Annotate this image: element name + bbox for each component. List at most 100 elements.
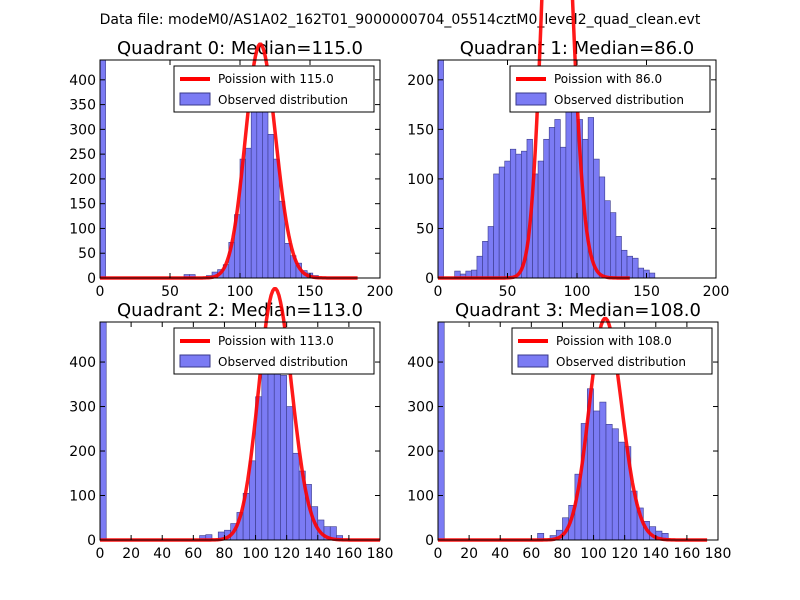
legend-observed-label: Observed distribution	[218, 93, 348, 107]
histogram-bar	[256, 84, 263, 279]
quadrant-2-poisson-curve	[99, 286, 381, 542]
histogram-bar	[571, 101, 578, 279]
histogram-bar	[565, 111, 572, 279]
legend-observed-label: Observed distribution	[218, 355, 348, 369]
y-tick-label: 300	[69, 122, 96, 138]
y-tick-label: 350	[69, 98, 96, 114]
histogram-bar	[626, 255, 633, 279]
histogram-bar	[560, 146, 567, 279]
quadrant-3-title: Quadrant 3: Median=108.0	[455, 300, 701, 321]
quadrant-1-title: Quadrant 1: Median=86.0	[460, 38, 695, 59]
quadrant-0-title: Quadrant 0: Median=115.0	[117, 38, 363, 59]
x-tick-label: 160	[674, 546, 701, 562]
histogram-bar	[273, 158, 280, 279]
x-tick-label: 100	[580, 546, 607, 562]
quadrant-0-ticks: 0 50 100 150 200 0 50 100 150 200 250 300 350 400	[69, 60, 393, 300]
y-tick-label: 150	[69, 197, 96, 213]
x-tick-label: 40	[153, 546, 171, 562]
histogram-bar	[487, 226, 494, 279]
x-tick-label: 0	[434, 284, 443, 300]
legend-observed-swatch	[179, 354, 211, 368]
y-tick-label: 200	[407, 444, 434, 460]
legend-observed-swatch	[515, 92, 547, 106]
y-tick-label: 400	[69, 73, 96, 89]
y-tick-label: 300	[69, 400, 96, 416]
quadrant-1-legend: Poission with 86.0 Observed distribution	[509, 65, 711, 113]
quadrant-2-legend: Poission with 113.0 Observed distributio…	[173, 327, 375, 375]
histogram-bar	[504, 160, 511, 279]
quadrant-3-legend: Poission with 108.0 Observed distributio…	[511, 327, 713, 375]
x-tick-label: 20	[460, 546, 478, 562]
histogram-bar	[99, 59, 106, 279]
y-tick-label: 0	[425, 533, 434, 549]
histogram-bar	[610, 212, 617, 279]
y-tick-label: 400	[407, 355, 434, 371]
histogram-bar	[245, 147, 252, 279]
x-tick-label: 100	[227, 284, 254, 300]
histogram-bar	[493, 173, 500, 279]
x-tick-label: 150	[297, 284, 324, 300]
y-tick-label: 150	[407, 122, 434, 138]
histogram-bar	[599, 401, 607, 541]
histogram-bar	[250, 99, 258, 279]
x-tick-label: 200	[367, 284, 394, 300]
histogram-bar	[515, 153, 522, 279]
y-tick-label: 100	[69, 221, 96, 237]
x-tick-label: 60	[184, 546, 202, 562]
histogram-bar	[537, 160, 544, 279]
x-tick-label: 0	[434, 546, 443, 562]
histogram-bar	[604, 200, 611, 279]
histogram-bar	[632, 257, 639, 279]
quadrant-0-panel: Quadrant 0: Median=115.0 0 50 100 150 200 0 50…	[69, 38, 393, 300]
histogram-bar	[261, 372, 269, 541]
figure-title: Data file: modeM0/AS1A02_162T01_90000007…	[100, 12, 701, 28]
histogram-bar	[262, 106, 269, 279]
x-tick-label: 140	[642, 546, 669, 562]
histogram-bar	[621, 249, 628, 279]
x-tick-label: 100	[564, 284, 591, 300]
legend-poisson-label: Poission with 115.0	[218, 72, 334, 86]
y-tick-label: 400	[69, 355, 96, 371]
x-tick-label: 80	[554, 546, 572, 562]
x-tick-label: 20	[122, 546, 140, 562]
x-tick-label: 120	[611, 546, 638, 562]
y-tick-label: 50	[78, 246, 96, 262]
quadrant-2-title: Quadrant 2: Median=113.0	[117, 300, 363, 321]
quadrant-2-frame	[99, 321, 381, 541]
histogram-bar	[286, 406, 294, 541]
x-tick-label: 150	[633, 284, 660, 300]
x-tick-label: 40	[491, 546, 509, 562]
histogram-bar	[548, 127, 556, 279]
histogram-bar	[99, 321, 107, 541]
y-tick-label: 100	[407, 172, 434, 188]
y-tick-label: 250	[69, 147, 96, 163]
histogram-bar	[598, 176, 606, 279]
quadrant-2-panel: Quadrant 2: Median=113.0 0 20 40 60 80 100 120…	[69, 286, 393, 562]
histogram-bar	[284, 243, 291, 279]
y-tick-label: 200	[69, 172, 96, 188]
histogram-bar	[615, 236, 622, 279]
histogram-bar	[605, 424, 613, 541]
histogram-bar	[267, 134, 274, 279]
poisson-curve-line	[99, 286, 381, 542]
quadrant-3-panel: Quadrant 3: Median=108.0 0 20 40 60 80 100 120…	[407, 300, 731, 562]
quadrant-3-frame	[437, 321, 719, 541]
quadrant-1-frame	[437, 59, 717, 279]
x-tick-label: 180	[705, 546, 732, 562]
histogram-bar	[437, 59, 444, 279]
legend-poisson-label: Poission with 86.0	[554, 72, 662, 86]
x-tick-label: 0	[96, 284, 105, 300]
legend-poisson-label: Poission with 108.0	[556, 334, 672, 348]
y-tick-label: 0	[87, 533, 96, 549]
legend-observed-swatch	[179, 92, 211, 106]
histogram-bar	[476, 255, 483, 279]
histogram-bar	[648, 272, 656, 279]
x-tick-label: 80	[216, 546, 234, 562]
histogram-bar	[498, 166, 506, 279]
y-tick-label: 0	[87, 271, 96, 287]
histogram-bar	[618, 441, 625, 541]
x-tick-label: 50	[161, 284, 179, 300]
